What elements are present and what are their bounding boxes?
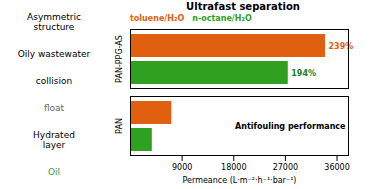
svg-text:18000: 18000 [221, 163, 246, 172]
html-text:float: float [43, 102, 65, 113]
html-text:Oil: Oil [48, 166, 60, 177]
svg-text:9000: 9000 [172, 163, 192, 172]
html-text:Asymmetric structure: Asymmetric structure [27, 12, 81, 33]
svg-text:PAN-PPG-AS: PAN-PPG-AS [115, 35, 124, 83]
html-text:n-octane/H₂O: n-octane/H₂O [192, 14, 252, 23]
html-text:Hydrated layer: Hydrated layer [33, 129, 75, 150]
svg-text:36000: 36000 [324, 163, 349, 172]
html-text:Ultrafast separation: Ultrafast separation [186, 1, 300, 12]
svg-text:194%: 194% [291, 69, 316, 78]
html-text:Oily wastewater: Oily wastewater [17, 49, 91, 60]
svg-text:Antifouling performance: Antifouling performance [235, 122, 346, 131]
svg-text:239%: 239% [329, 42, 354, 51]
html-text:toluene/H₂O: toluene/H₂O [130, 14, 185, 23]
svg-text:PAN: PAN [115, 118, 124, 134]
svg-text:Permeance (L·m⁻²·h⁻¹·bar⁻¹): Permeance (L·m⁻²·h⁻¹·bar⁻¹) [183, 176, 297, 185]
svg-text:27000: 27000 [273, 163, 298, 172]
html-text:collision: collision [35, 76, 73, 87]
